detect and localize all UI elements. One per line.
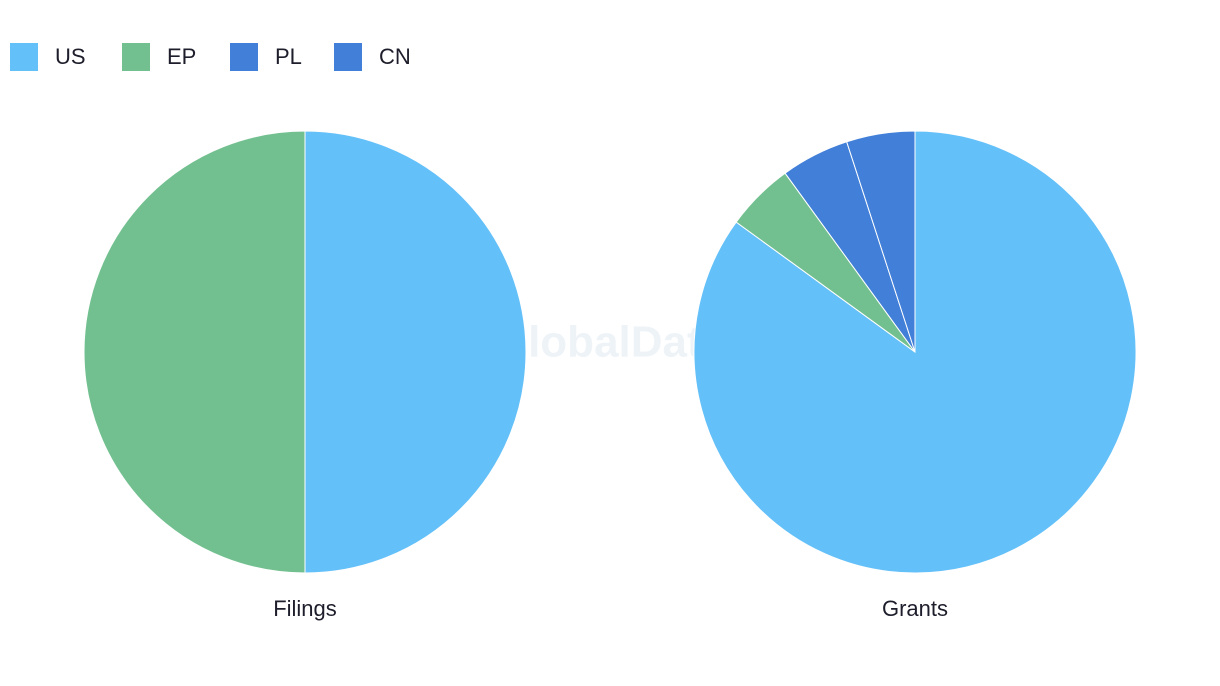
legend-swatch [122, 43, 150, 71]
pie-title: Filings [273, 596, 337, 621]
legend-label: PL [275, 44, 302, 69]
legend-label: CN [379, 44, 411, 69]
legend-swatch [230, 43, 258, 71]
legend-swatch [334, 43, 362, 71]
legend-label: EP [167, 44, 196, 69]
pie-slice [304, 130, 527, 574]
pie-slice [846, 130, 916, 353]
pie-title: Grants [882, 596, 948, 621]
watermark: GlobalData [494, 318, 727, 367]
pie-slice [83, 130, 306, 574]
legend-label: US [55, 44, 86, 69]
legend-swatch [10, 43, 38, 71]
